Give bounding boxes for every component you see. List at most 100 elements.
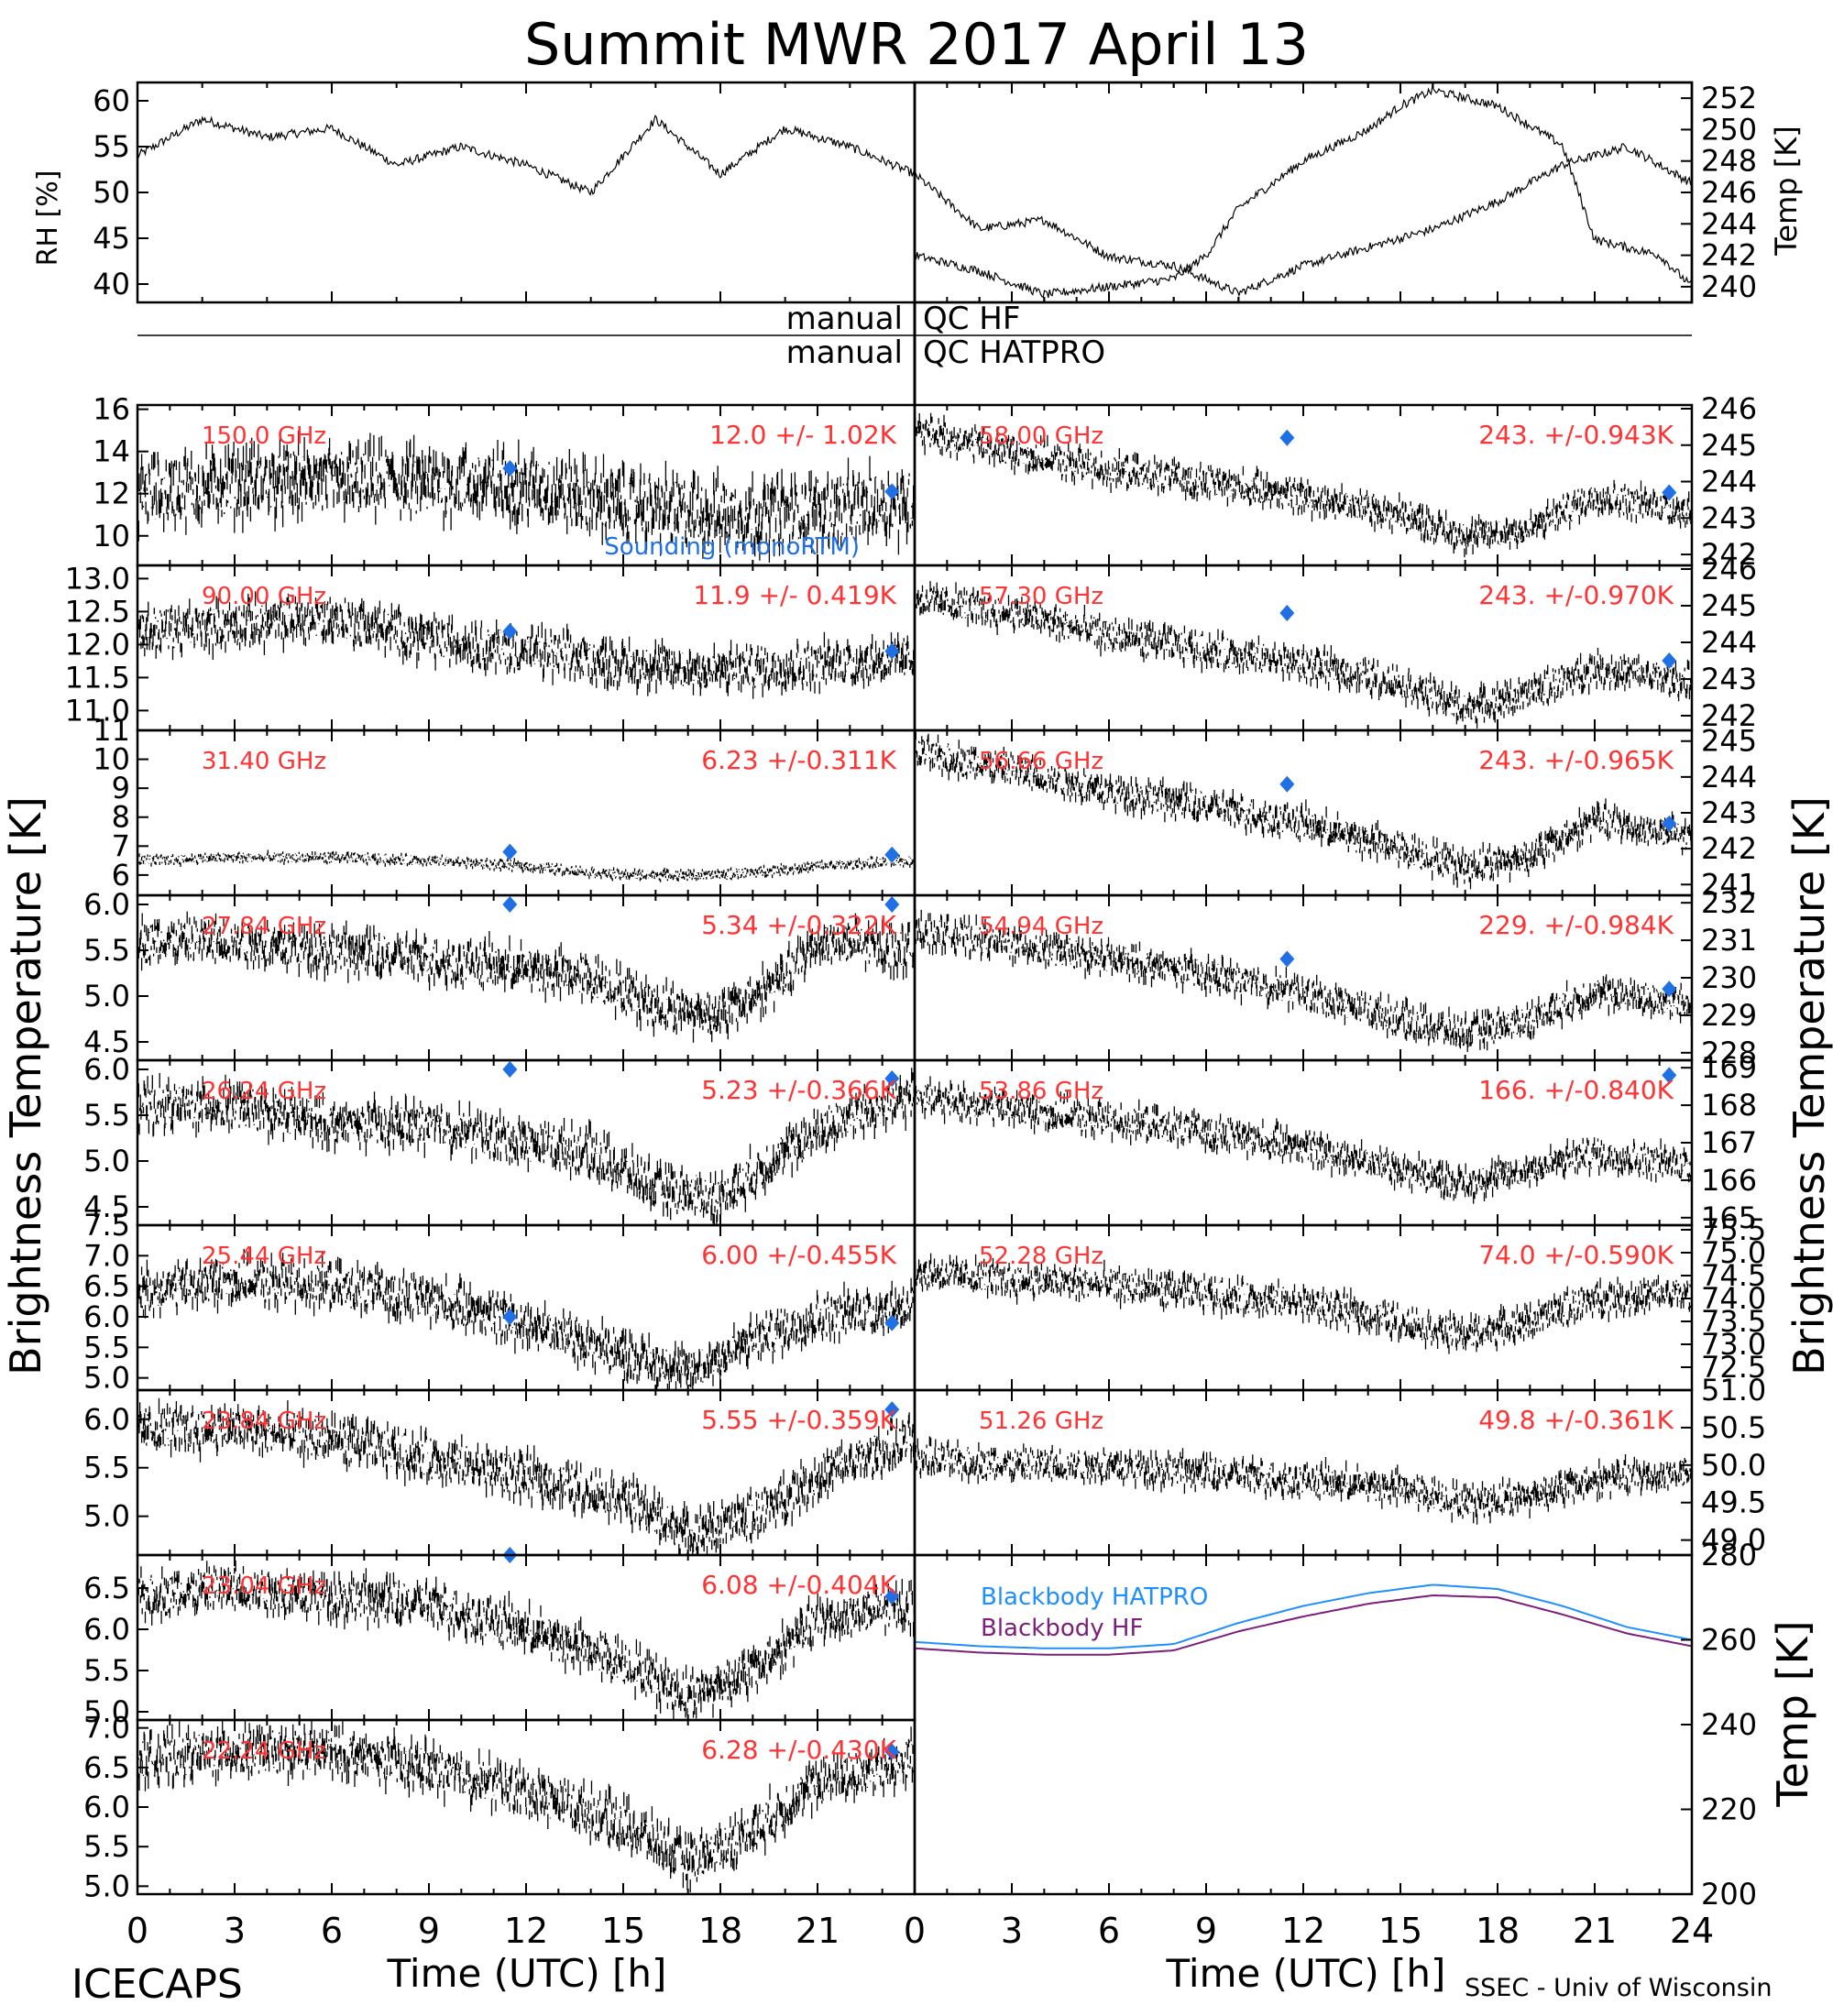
sounding-point-ch_150-0 [502,460,518,477]
x-tick-label-left: 21 [796,1911,840,1951]
x-tick-label-right: 3 [1001,1911,1023,1951]
y-tick-label-ch_2624: 5.5 [83,1098,130,1133]
y-tick-label-ch_2384: 5.0 [83,1499,130,1534]
temp-top-axis-label: Temp [K] [1769,126,1804,256]
panel-ch_2304: 23.04 GHz 6.08 +/-0.404K 5.0 5.5 6.0 6.5 [83,1547,916,1729]
y-tick-label-rh: 40 [93,267,130,301]
y-tick-label-temp_top: 248 [1701,144,1757,179]
sounding-point-ch_5730-0 [1279,605,1295,621]
y-tick-label-temp_top: 242 [1701,238,1757,273]
y-tick-label-ch_5228: 73.5 [1701,1304,1766,1339]
panel-ch_2784: 27.84 GHz 5.34 +/-0.322K 4.5 5.0 5.5 6.0 [83,887,916,1062]
panel-ch_150: 150.0 GHz 12.0 +/- 1.02K Sounding (monoRTM… [93,392,916,567]
y-tick-label-ch_5800: 243 [1701,500,1757,535]
sounding-point-ch_2224-0 [884,1743,900,1760]
y-tick-label-ch_2224: 6.0 [83,1790,130,1824]
frame-temp_top [913,81,1694,304]
y-tick-label-ch_90: 12.5 [65,594,130,629]
y-tick-label-ch_5494: 229 [1701,998,1757,1033]
x-tick-label-right: 12 [1281,1911,1325,1951]
x-tick-label-left: 0 [126,1911,148,1951]
y-tick-label-ch_2544: 7.5 [83,1208,130,1243]
series-rh [137,115,916,196]
series-blackbody-hatpro [914,1583,1693,1649]
rh-axis-label: RH [%] [32,170,64,267]
channel-label-ch_2784: 27.84 GHz [202,913,326,940]
panel-ch_5126: 51.26 GHz 49.8 +/-0.361K 49.049.550.050.55… [913,1373,1766,1558]
y-tick-label-ch_2224: 5.5 [83,1829,130,1864]
y-tick-label-ch_2544: 6.0 [83,1299,130,1334]
channel-label-ch_2304: 23.04 GHz [202,1572,326,1600]
y-tick-label-ch_3140: 10 [93,742,130,777]
y-tick-label-ch_5730: 244 [1701,625,1757,660]
sounding-point-ch_5494-0 [1279,950,1295,968]
footer-ssec: SSEC - Univ of Wisconsin [1465,1974,1772,2002]
legend-blackbody-hf: Blackbody HF [981,1615,1143,1642]
channel-label-ch_5228: 52.28 GHz [979,1243,1103,1270]
y-tick-label-ch_5800: 242 [1701,537,1757,572]
panel-rh: 40 45 50 55 60 [93,81,916,304]
channel-stat-ch_2624: 5.23 +/-0.366K [701,1075,896,1105]
sounding-point-ch_5666-0 [1279,775,1295,793]
y-tick-label-ch_5666: 241 [1701,867,1757,902]
y-tick-label-ch_5386: 169 [1701,1050,1757,1085]
sounding-legend: Sounding (monoRTM) [604,533,860,561]
sounding-point-ch_2544-1 [884,1314,900,1331]
channel-label-ch_2544: 25.44 GHz [202,1243,326,1270]
y-tick-label-blackbody: 260 [1701,1623,1757,1658]
x-tick-label-left: 3 [224,1911,246,1951]
y-tick-label-ch_2544: 7.0 [83,1238,130,1273]
y-tick-label-ch_90: 11.5 [65,660,130,695]
y-tick-label-temp_top: 240 [1701,269,1757,304]
channel-stat-ch_2224: 6.28 +/-0.430K [701,1735,896,1765]
y-tick-label-ch_150: 16 [93,392,130,427]
sounding-point-ch_2624-1 [884,1070,900,1087]
channel-label-ch_90: 90.00 GHz [202,583,326,610]
y-tick-label-ch_5494: 231 [1701,923,1757,958]
y-tick-label-ch_2624: 4.5 [83,1189,130,1224]
y-tick-label-ch_2304: 6.5 [83,1571,130,1605]
panel-rh_right [913,81,1694,304]
x-tick-label-left: 12 [504,1911,548,1951]
y-tick-label-ch_5126: 49.5 [1701,1485,1766,1520]
bt-left-axis-label: Brightness Temperature [K] [1,796,50,1375]
y-tick-label-ch_150: 10 [93,519,130,553]
y-tick-label-ch_5228: 72.5 [1701,1350,1766,1385]
sounding-point-ch_5800-1 [1662,484,1677,501]
y-tick-label-ch_5386: 168 [1701,1088,1757,1123]
sounding-point-ch_2304-1 [884,1588,900,1605]
y-tick-label-ch_2624: 5.0 [83,1144,130,1178]
y-tick-label-ch_5800: 245 [1701,428,1757,463]
y-tick-label-ch_2304: 6.0 [83,1612,130,1647]
frame-rh_right [913,81,1694,304]
y-tick-label-ch_5228: 75.5 [1701,1212,1766,1247]
x-tick-label-right: 9 [1195,1911,1217,1951]
sounding-point-ch_5730-1 [1662,652,1677,669]
channel-label-ch_5730: 57.30 GHz [979,583,1103,610]
y-tick-label-ch_2224: 5.0 [83,1868,130,1903]
channel-label-ch_5386: 53.86 GHz [979,1078,1103,1105]
x-tick-label-left: 18 [698,1911,742,1951]
sounding-point-ch_5386-0 [1662,1067,1677,1084]
channel-stat-ch_5494: 229. +/-0.984K [1478,910,1674,940]
qc-label-hf: QC HF [923,301,1020,337]
channel-label-ch_2384: 23.84 GHz [202,1408,326,1435]
sounding-point-ch_5494-1 [1662,981,1677,998]
y-tick-label-temp_top: 244 [1701,206,1757,241]
y-tick-label-ch_5126: 51.0 [1701,1373,1766,1408]
y-tick-label-ch_5228: 74.5 [1701,1258,1766,1293]
x-axis-label-right: Time (UTC) [h] [1166,1951,1446,1996]
y-tick-label-ch_2784: 5.5 [83,933,130,968]
sounding-point-ch_5666-1 [1662,815,1677,832]
y-tick-label-ch_150: 14 [93,434,130,469]
y-tick-label-blackbody: 240 [1701,1707,1757,1742]
sounding-point-ch_2784-1 [884,896,900,913]
sounding-point-ch_2784-0 [502,896,518,913]
y-tick-label-ch_5666: 243 [1701,795,1757,830]
frame-rh [136,81,916,304]
channel-label-ch_3140: 31.40 GHz [202,748,326,775]
y-tick-label-ch_2384: 5.5 [83,1451,130,1485]
